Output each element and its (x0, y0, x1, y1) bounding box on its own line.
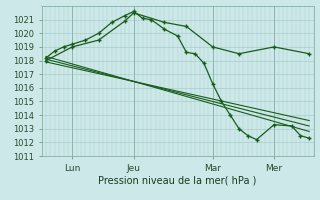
X-axis label: Pression niveau de la mer( hPa ): Pression niveau de la mer( hPa ) (99, 175, 257, 185)
